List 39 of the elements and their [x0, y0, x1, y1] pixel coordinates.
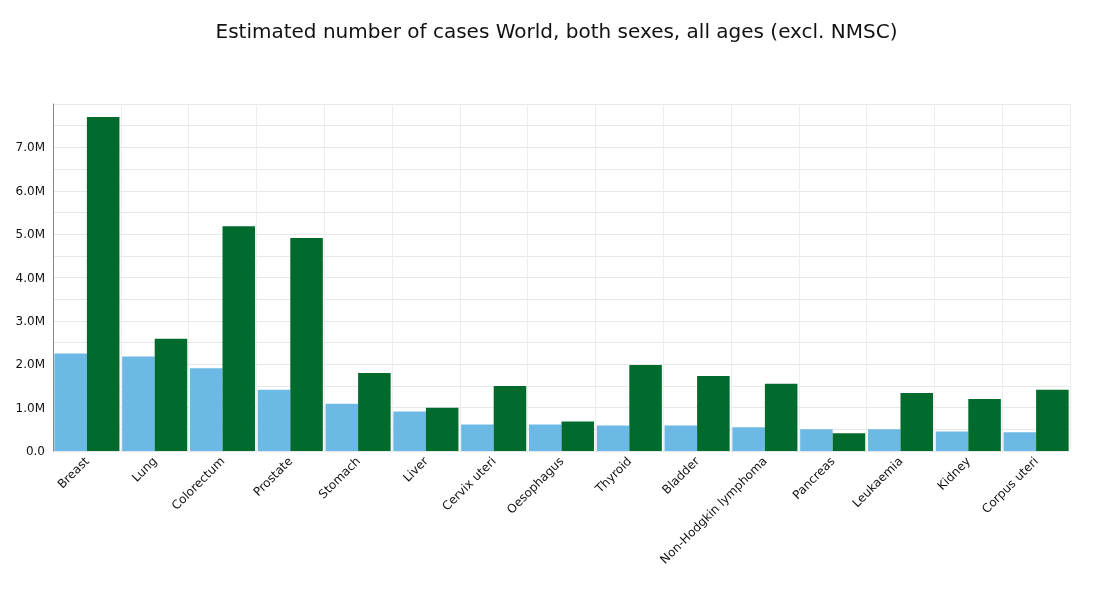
bar: [393, 411, 426, 451]
bar: [425, 407, 459, 451]
bar: [325, 403, 359, 451]
y-tick-label: 2.0M: [15, 357, 45, 372]
bar: [154, 338, 188, 451]
chart-title: Estimated number of cases World, both sexes, all ages (excl. NMSC): [215, 19, 898, 43]
bar: [832, 433, 866, 451]
bar: [764, 383, 798, 451]
bar: [122, 356, 155, 451]
y-tick-label: 5.0M: [15, 227, 45, 242]
bar: [732, 427, 765, 451]
bar: [664, 425, 698, 451]
bar: [54, 353, 87, 451]
bar: [900, 392, 934, 451]
bar: [629, 365, 662, 451]
bar: [257, 389, 291, 451]
bar: [461, 424, 494, 451]
bar: [493, 385, 527, 451]
bar: [935, 431, 969, 451]
y-tick-label: 6.0M: [15, 183, 45, 198]
y-tick-label: 4.0M: [15, 270, 45, 285]
bar: [968, 398, 1001, 451]
bar: [561, 421, 595, 451]
bar: [1003, 432, 1037, 451]
bar: [189, 368, 223, 451]
y-tick-label: 1.0M: [15, 400, 45, 415]
bar: [222, 226, 256, 451]
bar: [86, 117, 120, 451]
y-tick-label: 0.0: [25, 444, 45, 458]
bar: [697, 375, 730, 451]
bar: [596, 425, 630, 451]
y-tick-label: 7.0M: [15, 140, 45, 155]
y-tick-label: 3.0M: [15, 313, 45, 328]
bar: [800, 429, 833, 451]
bar: [528, 424, 562, 451]
bar: [867, 429, 901, 451]
bar: [358, 372, 391, 451]
bar: [1036, 389, 1069, 451]
bar: [290, 238, 323, 451]
